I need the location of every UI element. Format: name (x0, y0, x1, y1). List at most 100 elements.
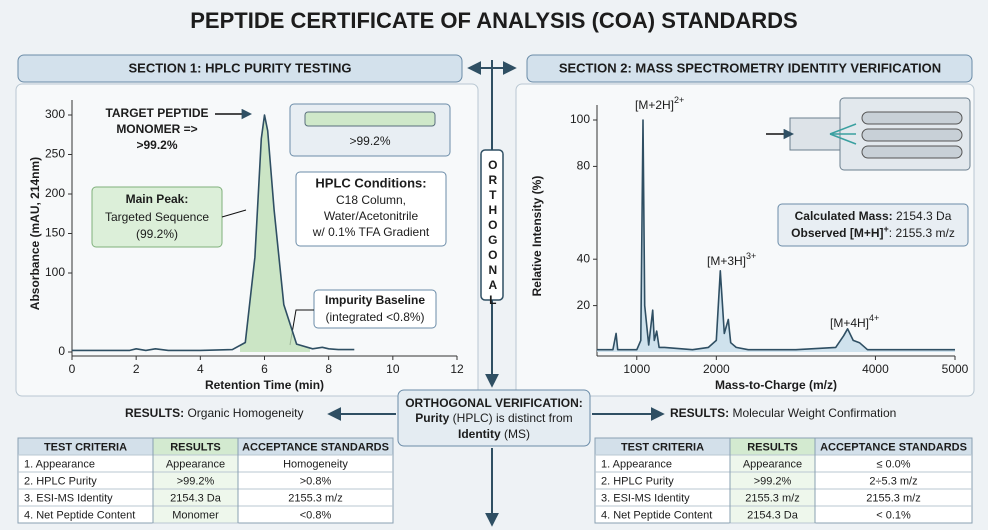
mass-box (777, 203, 969, 247)
x-tick-label: 1000 (623, 362, 650, 376)
y-axis-label: Relative Intensity (%) (530, 176, 544, 297)
y-tick-label: 80 (577, 159, 591, 173)
impurity-box (313, 289, 437, 329)
text: (MS) (504, 427, 530, 441)
column-icon (304, 111, 436, 127)
y-tick-label: 300 (45, 107, 65, 121)
verification-box (397, 389, 591, 447)
x-tick-label: 12 (450, 362, 464, 376)
y-tick-label: 40 (577, 251, 591, 265)
cell-text: 2. HPLC Purity (601, 475, 674, 487)
cell-text: < 0.1% (876, 509, 911, 521)
verification-title: ORTHOGONAL VERIFICATION: (405, 396, 583, 410)
box-line: Water/Acetonitrile (324, 209, 419, 223)
charge: 2+ (674, 95, 684, 105)
cell-text: 4. Net Peptide Content (24, 509, 135, 521)
result: RESULTS: Organic Homogeneity (125, 406, 304, 420)
x-axis-label: Mass-to-Charge (m/z) (715, 378, 837, 392)
cell-text: 1. Appearance (24, 458, 95, 470)
header-text: ACCEPTANCE STANDARDS (242, 441, 389, 453)
orthogonal-box (480, 149, 504, 301)
header-text: ACCEPTANCE STANDARDS (820, 441, 967, 453)
page-title: PEPTIDE CERTIFICATE OF ANALYSIS (COA) ST… (190, 8, 797, 33)
result-label: RESULTS: (670, 406, 729, 420)
charge: 4+ (869, 313, 879, 323)
ion: [M+2H] (635, 98, 674, 112)
header-text: RESULTS (747, 441, 798, 453)
section-header (526, 54, 973, 83)
peak-label: >99.2% (136, 138, 177, 152)
y-tick-label: 0 (58, 344, 65, 358)
signal-line (597, 119, 955, 351)
x-tick-label: 10 (386, 362, 400, 376)
bold-word: Purity (415, 411, 449, 425)
box-line: (99.2%) (136, 227, 178, 241)
x-tick-label: 8 (325, 362, 332, 376)
cell-text: >99.2% (177, 475, 215, 487)
box-line: Targeted Sequence (105, 210, 209, 224)
result-label: RESULTS: (125, 406, 184, 420)
signal-line (72, 114, 355, 352)
charge: + (884, 224, 889, 234)
mass-line: Observed [M+H]+: 2155.3 m/z (791, 224, 955, 240)
cell-text: 2154.3 Da (747, 509, 799, 521)
cell-text: >99.2% (754, 475, 792, 487)
cell-text: 1. Appearance (601, 458, 672, 470)
cell-text: Monomer (172, 509, 219, 521)
conditions-box (295, 171, 447, 247)
y-tick-label: 100 (570, 112, 590, 126)
box-title: Main Peak: (126, 192, 189, 206)
peak-annotation: [M+3H]3+ (707, 251, 756, 268)
pointer (221, 209, 247, 218)
box-title: Impurity Baseline (325, 293, 425, 307)
y-tick-label: 100 (45, 265, 65, 279)
cell-text: >0.8% (300, 475, 332, 487)
box-line: C18 Column, (336, 193, 406, 207)
x-tick-label: 2000 (703, 362, 730, 376)
header-text: TEST CRITERIA (621, 441, 704, 453)
cell-text: Appearance (166, 458, 225, 470)
cell-text: 3. ESI-MS Identity (601, 492, 690, 504)
ms-instrument (766, 97, 971, 171)
mass-label: Observed [M+H] (791, 226, 883, 240)
peak-annotation: [M+2H]2+ (635, 95, 684, 112)
y-tick-label: 200 (45, 186, 65, 200)
x-tick-label: 5000 (942, 362, 969, 376)
cell-text: 2155.3 m/z (288, 492, 342, 504)
section-header (17, 54, 463, 83)
mass-value: : 2155.3 m/z (889, 226, 955, 240)
cell-text: 3. ESI-MS Identity (24, 492, 113, 504)
charge: 3+ (746, 251, 756, 261)
cell-text: 2. HPLC Purity (24, 475, 97, 487)
x-tick-label: 4 (197, 362, 204, 376)
section-title: SECTION 2: MASS SPECTROMETRY IDENTITY VE… (559, 60, 941, 75)
header-text: RESULTS (170, 441, 221, 453)
verification-line: Purity (HPLC) is distinct from (415, 411, 572, 425)
x-tick-label: 0 (69, 362, 76, 376)
cell-text: 4. Net Peptide Content (601, 509, 712, 521)
area-fill (240, 115, 310, 352)
mass-line: Calculated Mass: 2154.3 Da (795, 209, 952, 223)
x-tick-label: 2 (133, 362, 140, 376)
box-line: (integrated <0.8%) (325, 310, 424, 324)
x-axis-label: Retention Time (min) (205, 378, 324, 392)
cell-text: <0.8% (300, 509, 332, 521)
ion: [M+4H] (830, 316, 869, 330)
cell-text: 2154.3 Da (170, 492, 222, 504)
box-line: w/ 0.1% TFA Gradient (312, 225, 430, 239)
header-text: TEST CRITERIA (44, 441, 127, 453)
mass-label: Calculated Mass: (795, 209, 893, 223)
y-tick-label: 150 (45, 226, 65, 240)
cell-text: 2÷5.3 m/z (869, 475, 917, 487)
peak-annotation: [M+4H]4+ (830, 313, 879, 330)
cell-text: Homogeneity (283, 458, 348, 470)
y-tick-label: 250 (45, 147, 65, 161)
orthogonal-label: ORTHOGONAL (486, 158, 500, 308)
cell-text: ≤ 0.0% (876, 458, 910, 470)
cell-text: 2155.3 m/z (866, 492, 920, 504)
bold-word: Identity (458, 427, 501, 441)
box-title: HPLC Conditions: (315, 175, 426, 190)
x-tick-label: 4000 (862, 362, 889, 376)
y-axis-label: Absorbance (mAU, 214nm) (28, 157, 42, 310)
